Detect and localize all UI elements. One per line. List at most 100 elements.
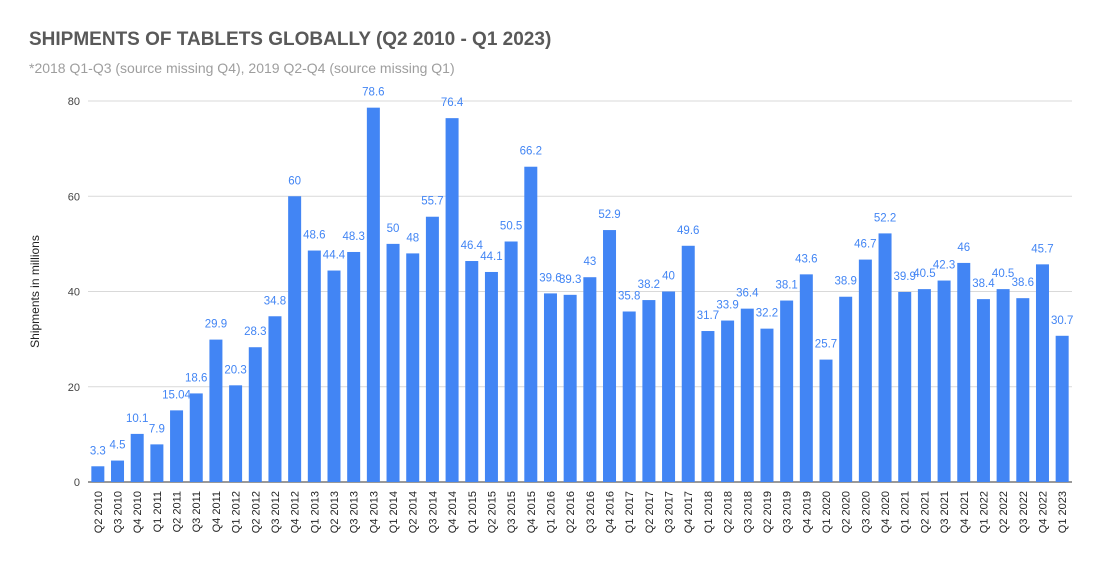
data-label: 39.3	[559, 274, 581, 286]
x-tick-label: Q2 2013	[329, 491, 341, 533]
x-tick-label: Q2 2016	[565, 491, 577, 533]
x-tick-label: Q4 2013	[368, 491, 380, 533]
x-tick-label: Q2 2012	[250, 491, 262, 533]
x-tick-label: Q2 2021	[919, 491, 931, 533]
y-tick-label: 40	[68, 287, 80, 299]
data-label: 36.4	[736, 288, 759, 300]
bar	[248, 347, 262, 482]
x-tick-label: Q1 2011	[152, 491, 164, 532]
data-label: 7.9	[149, 423, 165, 435]
x-tick-label: Q4 2021	[959, 491, 971, 533]
data-label: 34.8	[264, 295, 286, 307]
bar	[898, 291, 912, 482]
bar	[957, 262, 971, 482]
data-label: 20.3	[224, 364, 246, 376]
y-axis-label: Shipments in millions	[28, 235, 42, 348]
data-label: 44.1	[480, 251, 502, 263]
bar	[1016, 298, 1030, 482]
data-label: 25.7	[815, 339, 837, 351]
x-tick-label: Q1 2022	[978, 491, 990, 533]
y-tick-label: 20	[68, 382, 80, 394]
x-tick-label: Q3 2013	[349, 491, 361, 533]
x-tick-label: Q1 2013	[309, 491, 321, 533]
data-label: 43	[583, 256, 596, 268]
x-tick-label: Q2 2018	[723, 491, 735, 533]
data-label: 33.9	[716, 300, 738, 312]
chart-title: SHIPMENTS OF TABLETS GLOBALLY (Q2 2010 -…	[29, 29, 552, 50]
data-label: 32.2	[756, 308, 778, 320]
x-tick-label: Q3 2014	[427, 491, 439, 533]
x-tick-label: Q2 2022	[998, 491, 1010, 533]
bar	[603, 230, 617, 482]
bar	[130, 433, 144, 482]
x-tick-label: Q1 2015	[467, 491, 479, 533]
bar	[170, 410, 184, 482]
bar	[976, 299, 990, 482]
data-label: 40.5	[913, 268, 935, 280]
data-label: 49.6	[677, 225, 699, 237]
data-label: 29.9	[205, 319, 227, 331]
data-label: 30.7	[1051, 315, 1073, 327]
x-tick-label: Q3 2010	[113, 491, 125, 533]
bar	[268, 316, 282, 482]
x-tick-label: Q1 2014	[388, 491, 400, 533]
data-label: 60	[288, 175, 301, 187]
data-label: 40.5	[992, 268, 1014, 280]
data-label: 46	[957, 242, 970, 254]
data-label: 43.6	[795, 253, 817, 265]
x-tick-label: Q3 2021	[939, 491, 951, 533]
bar	[701, 331, 715, 482]
data-label: 15.04	[162, 389, 191, 401]
x-tick-label: Q1 2021	[900, 491, 912, 533]
data-label: 35.8	[618, 291, 640, 303]
x-tick-label: Q1 2016	[545, 491, 557, 533]
bar	[406, 253, 420, 482]
bar	[307, 250, 321, 482]
bar	[1035, 264, 1049, 482]
x-tick-label: Q4 2016	[605, 491, 617, 533]
data-label: 52.9	[598, 209, 620, 221]
bar	[150, 444, 164, 482]
bar	[917, 289, 931, 482]
x-tick-label: Q3 2015	[506, 491, 518, 533]
bar	[878, 233, 892, 482]
data-label: 31.7	[697, 310, 719, 322]
data-label: 39.6	[539, 272, 561, 284]
bar	[288, 196, 302, 482]
data-label: 40	[662, 271, 675, 283]
bar	[799, 274, 813, 482]
data-label: 76.4	[441, 97, 464, 109]
bar	[642, 300, 656, 482]
data-label: 10.1	[126, 413, 148, 425]
x-tick-label: Q1 2023	[1057, 491, 1069, 533]
x-tick-label: Q3 2011	[191, 491, 203, 532]
x-tick-label: Q3 2020	[860, 491, 872, 533]
bar	[858, 259, 872, 482]
bar	[543, 293, 557, 482]
y-tick-label: 60	[68, 191, 80, 203]
data-label: 78.6	[362, 87, 384, 99]
data-label: 18.6	[185, 372, 207, 384]
x-tick-label: Q3 2017	[664, 491, 676, 533]
bar	[524, 166, 538, 482]
x-tick-label: Q1 2018	[703, 491, 715, 533]
x-tick-label: Q1 2020	[821, 491, 833, 533]
bar	[563, 294, 577, 482]
bar	[583, 277, 597, 482]
bar	[504, 241, 518, 482]
x-tick-label: Q1 2012	[231, 491, 243, 533]
x-tick-label: Q4 2017	[683, 491, 695, 533]
bar	[386, 243, 400, 482]
bar	[111, 460, 125, 482]
data-label: 42.3	[933, 260, 955, 272]
bar	[622, 311, 636, 482]
x-tick-label: Q4 2022	[1037, 491, 1049, 533]
bar	[327, 270, 341, 482]
bar	[839, 296, 853, 482]
chart-subtitle: *2018 Q1-Q3 (source missing Q4), 2019 Q2…	[29, 60, 455, 76]
x-tick-label: Q2 2010	[93, 491, 105, 533]
data-label: 44.4	[323, 250, 346, 262]
data-label: 38.2	[638, 279, 660, 291]
